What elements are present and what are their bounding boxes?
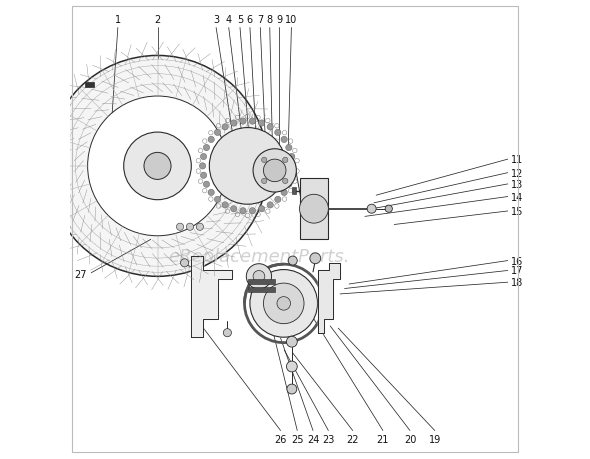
Circle shape	[181, 259, 189, 267]
Text: 25: 25	[291, 434, 303, 444]
Text: 19: 19	[428, 434, 441, 444]
Text: 9: 9	[276, 15, 282, 25]
Circle shape	[286, 361, 297, 372]
Circle shape	[222, 124, 228, 131]
Text: 2: 2	[155, 15, 160, 25]
Circle shape	[246, 264, 271, 289]
Bar	[85, 83, 94, 88]
Circle shape	[281, 137, 287, 143]
Circle shape	[289, 173, 295, 179]
Circle shape	[283, 158, 288, 163]
Circle shape	[196, 224, 204, 231]
Circle shape	[253, 271, 265, 283]
Circle shape	[144, 153, 171, 180]
Text: 3: 3	[213, 15, 219, 25]
Text: 21: 21	[377, 434, 389, 444]
Circle shape	[250, 270, 317, 337]
Circle shape	[231, 121, 237, 127]
Text: 20: 20	[404, 434, 416, 444]
Circle shape	[249, 118, 255, 125]
Circle shape	[201, 154, 206, 160]
Circle shape	[204, 182, 209, 188]
Circle shape	[222, 202, 228, 209]
Circle shape	[208, 137, 214, 143]
Text: 22: 22	[346, 434, 359, 444]
Circle shape	[186, 224, 194, 231]
Text: 18: 18	[512, 278, 524, 288]
Text: 16: 16	[512, 256, 524, 266]
Bar	[248, 280, 275, 285]
Circle shape	[267, 124, 273, 131]
Text: 27: 27	[74, 269, 87, 280]
Circle shape	[275, 130, 281, 136]
Text: 13: 13	[512, 179, 524, 190]
Circle shape	[124, 133, 191, 200]
Text: eReplacementParts.: eReplacementParts.	[168, 247, 350, 265]
Circle shape	[204, 145, 209, 151]
FancyBboxPatch shape	[300, 179, 328, 240]
Circle shape	[286, 145, 292, 151]
Circle shape	[209, 128, 286, 205]
Text: 7: 7	[257, 15, 263, 25]
Text: 6: 6	[247, 15, 253, 25]
Circle shape	[287, 384, 297, 394]
Circle shape	[267, 202, 273, 209]
Circle shape	[264, 284, 304, 324]
Text: 11: 11	[512, 155, 524, 165]
Bar	[248, 287, 275, 292]
Circle shape	[286, 182, 292, 188]
Circle shape	[300, 195, 329, 224]
Circle shape	[275, 197, 281, 203]
Text: 12: 12	[512, 168, 524, 178]
Text: 26: 26	[274, 434, 287, 444]
Circle shape	[283, 179, 288, 184]
Text: 1: 1	[115, 15, 121, 25]
Circle shape	[47, 56, 268, 277]
Circle shape	[258, 206, 265, 213]
Text: 4: 4	[225, 15, 232, 25]
Circle shape	[261, 158, 267, 163]
Text: 15: 15	[512, 207, 524, 217]
Circle shape	[208, 190, 214, 196]
Circle shape	[240, 118, 246, 125]
Circle shape	[286, 336, 297, 347]
Text: 24: 24	[307, 434, 319, 444]
Circle shape	[231, 206, 237, 213]
Text: 23: 23	[322, 434, 335, 444]
Circle shape	[176, 224, 183, 231]
Circle shape	[289, 257, 297, 265]
Circle shape	[277, 297, 290, 310]
Polygon shape	[191, 257, 232, 337]
Text: 10: 10	[286, 15, 297, 25]
Circle shape	[290, 163, 296, 170]
Text: 14: 14	[512, 192, 524, 202]
Polygon shape	[317, 263, 340, 333]
Circle shape	[258, 121, 265, 127]
Circle shape	[249, 208, 255, 214]
Circle shape	[214, 130, 221, 136]
Circle shape	[264, 160, 286, 182]
Circle shape	[281, 190, 287, 196]
Circle shape	[261, 179, 267, 184]
Circle shape	[385, 206, 392, 213]
Circle shape	[201, 173, 206, 179]
Circle shape	[240, 208, 246, 214]
Circle shape	[199, 163, 206, 170]
Circle shape	[214, 197, 221, 203]
Circle shape	[367, 205, 376, 214]
Circle shape	[88, 97, 227, 236]
Text: 17: 17	[512, 266, 524, 276]
Text: 5: 5	[237, 15, 243, 25]
Text: 8: 8	[267, 15, 273, 25]
Circle shape	[224, 329, 231, 337]
Circle shape	[253, 150, 296, 193]
Circle shape	[310, 253, 321, 264]
Circle shape	[289, 154, 295, 160]
Bar	[292, 188, 296, 195]
